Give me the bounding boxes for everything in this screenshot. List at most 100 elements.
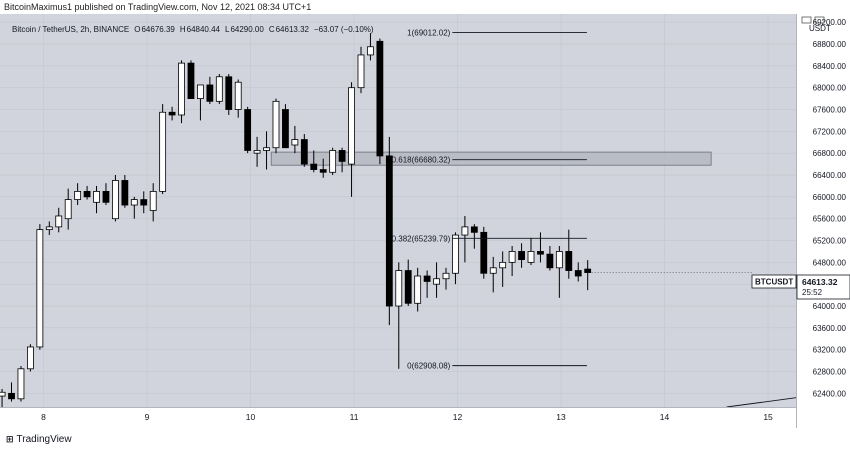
y-tick-label: 66400.00 [813,171,847,180]
x-tick-label: 14 [660,412,670,422]
y-tick-label: 67200.00 [813,127,847,136]
y-tick-label: 65200.00 [813,237,847,246]
close-value: 64613.32 [276,25,310,34]
chart-area[interactable]: 1(69012.02) 0.618(66680.32) 0.382(65239.79… [0,14,850,428]
candle-body [584,268,592,273]
x-tick-label: 15 [763,412,773,422]
candle-body [565,251,573,271]
tradingview-logo[interactable]: ⊞ TradingView [6,434,72,445]
candle-body [27,346,34,370]
fib-level-label: 1(69012.02) [407,28,450,37]
fib-level-label: 0.618(66680.32) [392,156,451,165]
open-label: O [134,25,140,34]
candle-body [527,251,535,263]
trendline [726,397,797,408]
candle-body [64,199,72,220]
tradingview-brand: TradingView [16,434,72,445]
candle-body [8,392,15,400]
candle-body [225,76,233,110]
candle-body [367,46,374,56]
price-scale[interactable] [796,14,850,428]
x-tick-label: 9 [145,412,150,422]
ohlc-legend: Bitcoin / TetherUS, 2h, BINANCE O64676.39… [12,25,374,34]
candle-body [149,190,157,211]
candle-body [272,100,280,149]
y-tick-label: 68400.00 [813,62,847,71]
candle-body [178,62,185,116]
x-tick-label: 8 [41,412,46,422]
close-label: C [269,25,275,34]
high-value: 64840.44 [187,25,221,34]
candle-body [55,215,63,228]
x-tick-label: 11 [350,412,359,422]
symbol-tag-text: BTCUSDT [755,278,793,287]
y-tick-label: 63600.00 [813,324,847,333]
tradingview-logo-icon: ⊞ [6,434,13,445]
candle-body [168,111,176,116]
current-price-tag: BTCUSDT 64613.32 25:52 [751,274,850,300]
low-label: L [225,25,230,34]
candle-body [310,163,318,170]
low-value: 64290.00 [230,25,264,34]
candle-body [470,226,478,233]
grid [0,14,796,407]
candle-body [518,251,525,261]
time-scale[interactable] [0,407,796,428]
candle-body [555,251,563,269]
y-tick-label: 64800.00 [813,258,847,267]
price-tag-countdown: 25:52 [802,288,823,297]
candle-body [329,150,337,173]
candle-body [74,190,82,200]
candle-body [45,226,53,231]
published-header: BitcoinMaximus1 published on TradingView… [0,0,850,14]
candle-body [452,234,459,274]
candle-body [376,40,384,157]
y-tick-label: 66000.00 [813,193,847,202]
candle-body [17,368,25,400]
svg-text:Bitcoin / TetherUS, 2h, BINANC: Bitcoin / TetherUS, 2h, BINANCE O64676.39… [12,25,374,34]
candle-body [574,270,582,277]
y-tick-label: 62800.00 [813,368,847,377]
published-text: BitcoinMaximus1 published on TradingView… [4,2,312,12]
price-tag-value: 64613.32 [802,277,838,287]
candle-body [300,139,308,165]
fib-zone-layer [270,151,712,166]
candle-body [159,111,167,192]
candle-body [348,87,355,165]
candle-body [36,229,44,348]
scale-settings-icon[interactable] [801,16,825,24]
y-tick-label: 68800.00 [813,40,847,49]
y-tick-label: 65600.00 [813,215,847,224]
symbol-tag-box [751,274,797,289]
candle-body [537,251,544,255]
candle-body [93,190,100,203]
candle-body [480,231,488,274]
currency-label: USDT [809,24,831,33]
change-value: −63.07 (−0.10%) [314,25,374,34]
candle-body [244,109,252,151]
y-tick-label: 64000.00 [813,302,847,311]
candle-body [197,84,204,100]
candle-body [206,84,214,102]
candle-body [395,270,403,307]
candle-body [423,275,431,282]
candles [0,33,592,407]
candle-body [282,109,289,149]
candle-body [83,190,91,198]
candle-body [414,275,422,304]
footer: ⊞ TradingView [0,428,850,450]
candle-body [102,190,110,203]
trendline-layer [591,272,797,408]
plot-background [0,14,796,407]
fib-level-label: 0.382(65239.79) [392,234,451,243]
y-tick-label: 66800.00 [813,149,847,158]
candle-body [433,278,440,285]
price-tag-box [796,274,850,300]
y-tick-label: 69200.00 [813,18,847,27]
candle-body [121,180,129,206]
candle-body [442,272,450,280]
y-tick-label: 68000.00 [813,84,847,93]
fib-zone [270,151,712,166]
time-scale-ticks: 8 9 10 11 12 13 14 15 [41,412,773,422]
y-tick-label: 67600.00 [813,106,847,115]
